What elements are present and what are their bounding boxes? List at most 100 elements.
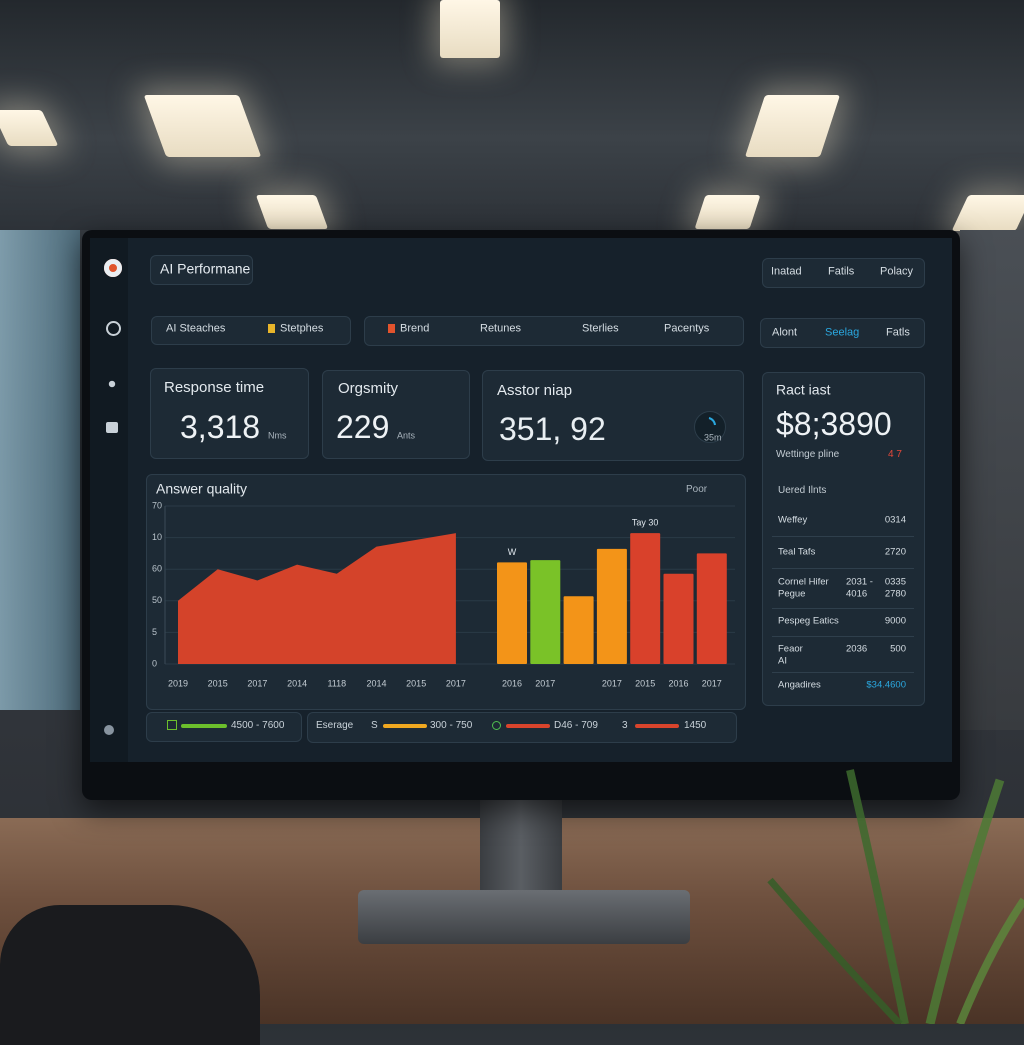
card: [150, 368, 309, 459]
sidebar-icon[interactable]: [106, 321, 121, 336]
plant: [767, 769, 1024, 1024]
legend-prefix: S: [371, 720, 378, 731]
summary-note: Wettinge pline: [776, 449, 840, 460]
y-tick-label: 0: [152, 658, 157, 668]
x-tick-label: 2015: [635, 678, 655, 688]
chart-title: Answer quality: [156, 480, 248, 497]
bar: [530, 560, 561, 664]
summary-label: Ract iast: [776, 381, 831, 398]
sidebar-icon[interactable]: [106, 422, 118, 433]
y-tick-label: 60: [152, 564, 162, 574]
card-unit: 35m: [704, 432, 722, 443]
bar: [563, 596, 594, 664]
x-tick-label: 2017: [602, 678, 622, 688]
row-value: 2720: [884, 546, 906, 558]
card-unit: Nms: [268, 430, 287, 441]
annotation: Tay 30: [632, 517, 659, 527]
row-value: $34.4600: [866, 679, 906, 691]
row-value: 0335: [884, 576, 906, 588]
bar: [596, 548, 627, 664]
row-divider: [772, 568, 914, 569]
nav-box: [762, 258, 925, 288]
legend-icon: [492, 721, 501, 730]
bar: [663, 573, 694, 664]
nav-link[interactable]: Inatad: [771, 265, 802, 278]
filter-dropdown[interactable]: Pacentys: [664, 322, 710, 335]
row-divider: [772, 636, 914, 637]
x-tick-label: 2019: [168, 678, 188, 688]
tab-box: [760, 318, 925, 348]
monitor-base: [358, 890, 690, 944]
row-label: Weffey: [778, 514, 808, 526]
title-box: [150, 255, 253, 285]
x-tick-label: 2014: [287, 678, 307, 688]
ceiling-light: [440, 0, 500, 58]
chart-dropdown[interactable]: Poor: [686, 484, 708, 495]
x-tick-label: 2017: [446, 678, 466, 688]
bar: [497, 562, 527, 664]
sidebar-icon[interactable]: [106, 378, 118, 390]
filter-box: [151, 316, 351, 345]
x-tick-label: 1118: [327, 678, 346, 688]
area: [178, 533, 456, 664]
row-label: Feaor: [778, 643, 803, 655]
card-label: Asstor niap: [497, 382, 573, 399]
row-value: 2031 -: [846, 576, 873, 588]
monitor-neck: [480, 795, 562, 905]
row-label: Cornel Hifer: [778, 576, 829, 588]
tab[interactable]: Seelag: [825, 326, 860, 339]
row-value: 500: [890, 643, 906, 655]
y-tick-label: 5: [152, 627, 157, 637]
row-value: 0314: [884, 514, 906, 526]
summary-panel: [762, 372, 925, 706]
filter-icon: [388, 324, 395, 333]
row-value: 4016: [846, 588, 868, 600]
bar: [630, 533, 661, 664]
row-value: 2036: [846, 643, 868, 655]
filter-dropdown[interactable]: Sterlies: [582, 322, 619, 335]
x-tick-label: 2016: [502, 678, 522, 688]
legend-prefix: 3: [622, 720, 628, 731]
legend-label: 4500 - 7600: [231, 720, 285, 731]
row-value: 2780: [884, 588, 906, 600]
filter-dropdown[interactable]: Brend: [400, 322, 430, 335]
filter-icon: [268, 324, 275, 333]
x-tick-label: 2017: [702, 678, 722, 688]
row-value: 9000: [884, 615, 906, 627]
filter-dropdown[interactable]: Stetphes: [280, 322, 324, 335]
x-tick-label: 2014: [366, 678, 386, 688]
nav-link[interactable]: Polacy: [880, 265, 914, 278]
row-divider: [772, 608, 914, 609]
sidebar-icon[interactable]: [104, 725, 114, 735]
legend-label: 1450: [684, 720, 707, 731]
legend-icon: [167, 720, 177, 730]
right-wall: [960, 230, 1024, 730]
row-label: Pespeg Eatics: [778, 615, 839, 627]
x-tick-label: 2015: [406, 678, 426, 688]
dashboard: AI Performane Inatad Fatils Polacy AI Steach…: [156, 261, 914, 731]
legend-label: D46 - 709: [554, 720, 598, 731]
filter-dropdown[interactable]: Retunes: [480, 322, 521, 335]
row-label: AI: [778, 655, 787, 667]
x-tick-label: 2016: [668, 678, 688, 688]
summary-delta: 4 7: [888, 449, 902, 460]
tab[interactable]: Alont: [772, 326, 798, 339]
card-value: 351, 92: [499, 410, 606, 447]
x-tick-label: 2017: [535, 678, 555, 688]
legend-title: Eserage: [316, 720, 354, 731]
card-label: Response time: [164, 379, 265, 396]
x-tick-label: 2017: [247, 678, 267, 688]
list-title: Uered Ilnts: [778, 485, 827, 496]
row-divider: [772, 672, 914, 673]
card-value: 229: [336, 408, 390, 445]
row-divider: [772, 536, 914, 537]
card-unit: Ants: [397, 430, 416, 441]
y-tick-label: 70: [152, 500, 162, 510]
filter-dropdown[interactable]: AI Steaches: [166, 322, 226, 335]
tab[interactable]: Fatls: [886, 326, 910, 339]
nav-link[interactable]: Fatils: [828, 265, 855, 278]
chair: [0, 905, 260, 1045]
card-value: 3,318: [180, 408, 261, 445]
